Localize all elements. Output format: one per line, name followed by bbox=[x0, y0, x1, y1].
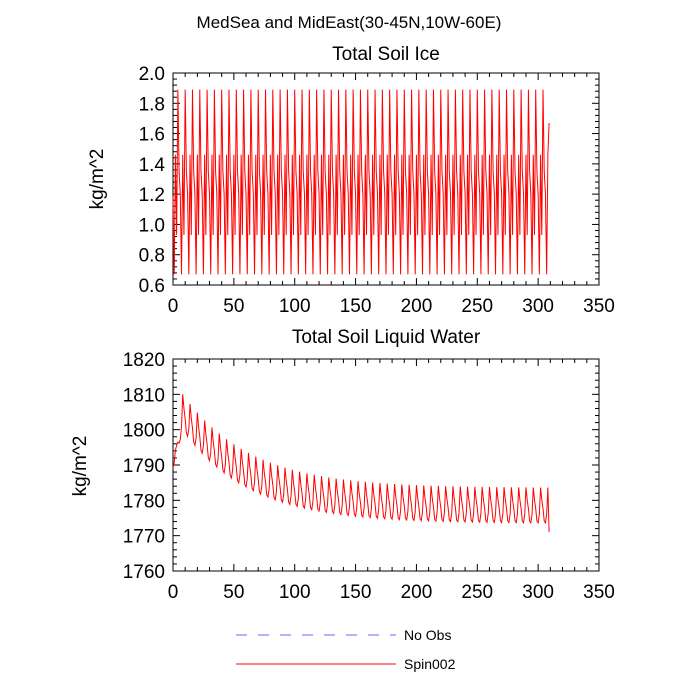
x-tick-label: 200 bbox=[401, 582, 433, 603]
y-tick-label: 1780 bbox=[123, 491, 165, 512]
y-tick-label: 2.0 bbox=[139, 64, 165, 85]
x-tick-label: 100 bbox=[279, 296, 311, 317]
x-tick-label: 100 bbox=[279, 582, 311, 603]
x-tick-label: 150 bbox=[340, 582, 372, 603]
chart-title-soil-ice: Total Soil Ice bbox=[332, 44, 440, 65]
y-tick-label: 1790 bbox=[123, 456, 165, 477]
y-tick-label: 0.6 bbox=[139, 276, 165, 297]
figure-title: MedSea and MidEast(30-45N,10W-60E) bbox=[197, 13, 502, 32]
plot-area-soil-ice bbox=[172, 72, 600, 286]
y-tick-label: 1.0 bbox=[139, 215, 165, 236]
y-tick-label: 1760 bbox=[123, 562, 165, 583]
x-tick-label: 250 bbox=[461, 296, 493, 317]
tick-labels-soil-ice: 0 50 100 150 200 250 300 350 0.6 0.8 1.0 1.2 1.4 1.6 1… bbox=[139, 64, 615, 317]
x-tick-label: 0 bbox=[168, 582, 179, 603]
y-axis-label-soil-ice: kg/m^2 bbox=[87, 149, 108, 210]
plot-area-soil-liquid-water bbox=[172, 358, 600, 572]
series-line-spin002-soil-ice bbox=[172, 89, 550, 275]
legend-label-no-obs: No Obs bbox=[404, 627, 451, 643]
x-tick-label: 150 bbox=[340, 296, 372, 317]
legend-label-spin002: Spin002 bbox=[404, 656, 456, 672]
y-tick-label: 1820 bbox=[123, 350, 165, 371]
y-tick-label: 1.2 bbox=[139, 185, 165, 206]
axis-ticks-soil-liquid-water bbox=[172, 358, 600, 572]
x-tick-label: 250 bbox=[461, 582, 493, 603]
series-line-spin002-soil-liquid-water bbox=[172, 394, 550, 533]
x-tick-label: 300 bbox=[522, 582, 554, 603]
chart-soil-liquid-water: Total Soil Liquid Water kg/m^2 0 50 100 150… bbox=[70, 327, 615, 603]
chart-title-soil-liquid-water: Total Soil Liquid Water bbox=[292, 327, 481, 348]
y-tick-label: 1.4 bbox=[139, 155, 166, 176]
chart-soil-ice: Total Soil Ice kg/m^2 0 50 100 150 200 250 300… bbox=[87, 44, 615, 317]
x-tick-label: 200 bbox=[401, 296, 433, 317]
x-tick-label: 300 bbox=[522, 296, 554, 317]
y-tick-label: 1800 bbox=[123, 421, 165, 442]
y-tick-label: 1810 bbox=[123, 385, 165, 406]
y-tick-label: 1770 bbox=[123, 527, 165, 548]
x-tick-label: 50 bbox=[223, 582, 244, 603]
tick-labels-soil-liquid-water: 0 50 100 150 200 250 300 350 1760 1770 1780 1790 180… bbox=[123, 350, 615, 603]
y-tick-label: 1.8 bbox=[139, 94, 165, 115]
y-tick-label: 0.8 bbox=[139, 246, 165, 267]
x-tick-label: 0 bbox=[168, 296, 179, 317]
y-tick-label: 1.6 bbox=[139, 125, 165, 146]
y-axis-label-soil-liquid-water: kg/m^2 bbox=[70, 436, 91, 497]
legend: No Obs Spin002 bbox=[236, 627, 456, 672]
x-tick-label: 350 bbox=[583, 582, 615, 603]
x-tick-label: 350 bbox=[583, 296, 615, 317]
x-tick-label: 50 bbox=[223, 296, 244, 317]
